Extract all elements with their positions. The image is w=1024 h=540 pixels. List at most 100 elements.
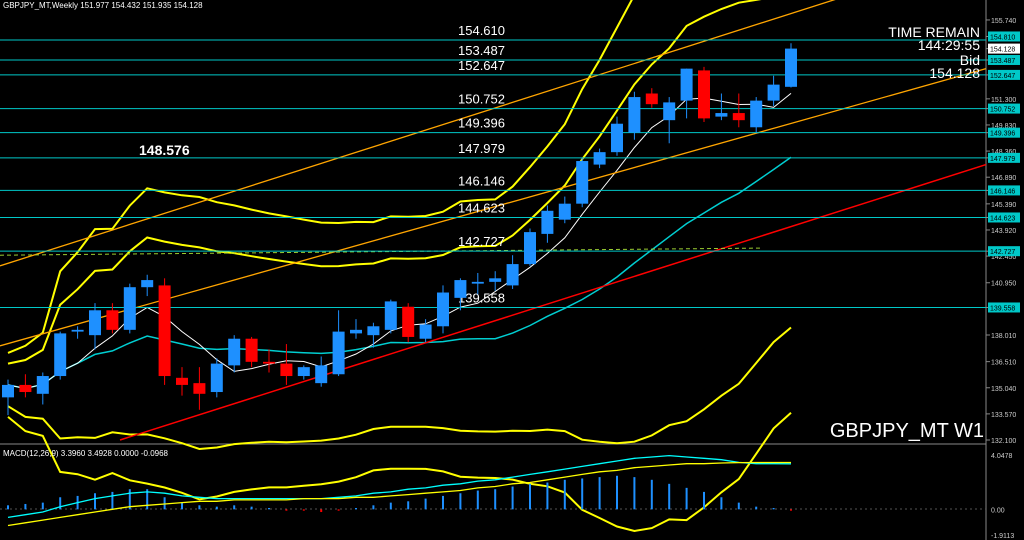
candle-body [2,384,14,398]
time-remain-label: TIME REMAIN [888,24,980,40]
axis-tick-label: 143.920 [991,228,1016,235]
candle-body [315,365,328,384]
price-tag-label: 150.752 [990,107,1015,114]
candle-body [176,377,188,385]
macd-main-line [7,454,792,519]
price-tag-bg [988,31,1020,42]
candle-body [576,161,589,204]
chart-title: GBPJPY_MT W1 [829,420,984,442]
macd-axis-label: 0.00 [991,507,1005,514]
price-tag-bg [988,103,1020,114]
price-tag-label: 153.487 [990,58,1015,65]
time-remain-value: 144:29:55 [917,37,980,53]
candle-body [437,292,449,327]
macd-label: MACD(12,26,9) 3.3960 3.4928 0.0000 -0.09… [3,449,169,458]
candle-body [593,152,606,165]
level-label: 139.558 [458,290,505,305]
bid-value: 154.128 [929,65,980,81]
candle-body [785,48,797,87]
candles-layer [2,43,797,416]
price-tag-label: 149.396 [990,131,1015,138]
candle-body [228,338,241,366]
candle-body [141,280,154,288]
candle-body [367,326,380,336]
axis-tick-label: 136.510 [991,360,1016,367]
moving-average-5 [7,93,792,390]
candle-body [419,324,432,339]
candle-body [541,210,554,234]
level-label: 153.487 [458,43,505,58]
axis-tick-label: 155.740 [991,18,1016,25]
candle-body [489,278,502,282]
macd-axis-label: -1.9113 [991,533,1014,540]
candle-body [89,310,101,336]
level-label: 154.610 [458,23,505,38]
level-label: 142.727 [458,234,505,249]
price-tag-bg [988,152,1020,163]
price-tag-label: 139.558 [990,305,1015,312]
price-tag-label: 146.146 [990,188,1015,195]
level-label: 152.647 [458,58,505,73]
bollinger-upper-3 [7,0,633,354]
axis-tick-label: 151.300 [991,97,1016,104]
candle-body [645,93,658,105]
candle-body [71,329,84,332]
highlight-level-label: 148.576 [139,142,190,158]
candle-body [350,329,362,334]
price-tag-bg [988,43,1020,54]
axis-tick-label: 148.360 [991,149,1016,156]
trend-line [119,163,987,441]
price-tag-bg [988,246,1020,257]
candle-body [245,338,258,362]
price-tag-bg [988,69,1020,80]
candle-body [732,113,745,121]
candle-body [524,232,536,265]
bollinger-upper-2 [7,0,762,365]
price-tag-bg [988,54,1020,65]
symbol-info: GBPJPY_MT,Weekly 151.977 154.432 151.935… [3,1,203,10]
price-tag-label: 154.128 [990,47,1015,54]
price-tag-bg [988,302,1020,313]
axis-tick-label: 135.040 [991,386,1016,393]
candle-body [628,97,641,133]
macd-axis-label: 4.0478 [991,453,1013,460]
grid-layer [0,0,987,540]
candle-body [471,281,484,284]
candle-body [750,100,763,128]
price-axis: 155.740 154.810 154.128 153.487 152.647 151.3… [986,18,1020,445]
axis-tick-label: 142.450 [991,254,1016,261]
axis-tick-label: 145.390 [991,202,1016,209]
candle-body [36,376,49,394]
candle-body [193,383,206,394]
axis-tick-label: 132.100 [991,438,1016,445]
candle-body [698,70,710,119]
level-label: 149.396 [458,116,505,131]
candle-body [297,367,310,377]
price-tag-bg [988,212,1020,223]
axis-tick-label: 138.010 [991,333,1016,340]
candle-body [210,363,223,393]
candle-body [663,102,676,121]
candle-body [19,384,32,393]
price-tag-label: 152.647 [990,73,1015,80]
candle-body [106,310,119,330]
candle-body [402,306,415,337]
level-label: 144.623 [458,200,505,215]
candle-body [158,285,171,377]
level-label: 147.979 [458,141,505,156]
macd-signal-line [7,461,791,527]
price-tag-bg [988,127,1020,138]
candle-body [123,287,136,330]
price-tag-label: 147.979 [990,156,1015,163]
candle-body [715,113,728,117]
price-tag-label: 144.623 [990,215,1015,222]
moving-average-20 [7,156,792,390]
price-tag-label: 142.727 [990,249,1015,256]
candle-body [54,333,67,377]
candle-body [280,363,293,377]
bollinger-lower-3 [7,411,792,533]
price-tag-bg [988,185,1020,196]
price-tag-label: 154.810 [990,34,1015,41]
bid-label: Bid [959,52,980,68]
